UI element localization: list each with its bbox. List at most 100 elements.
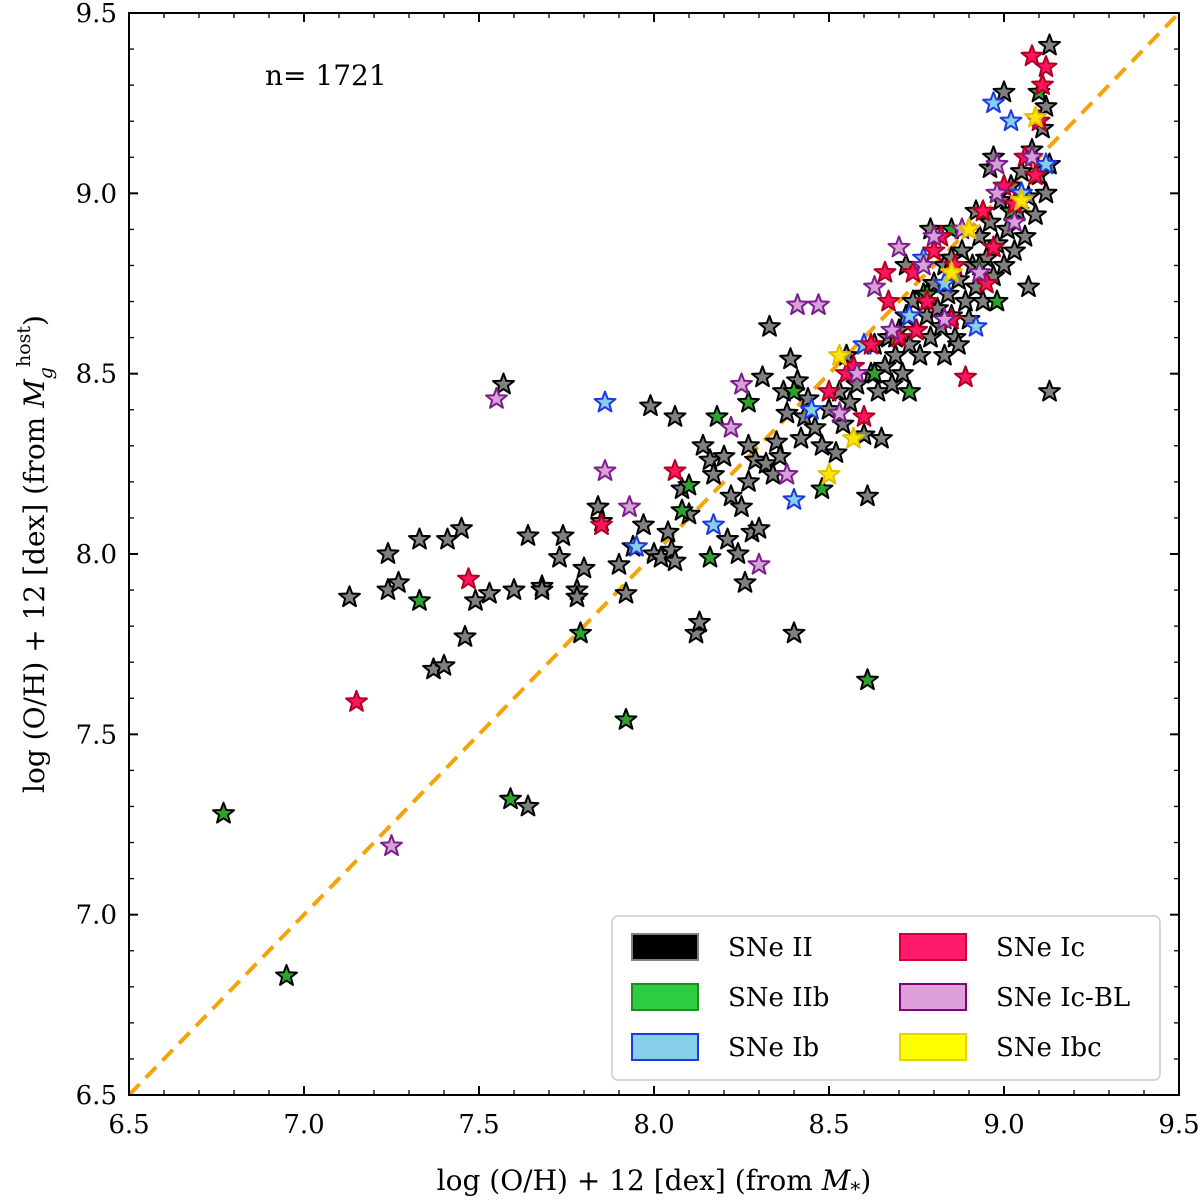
legend-label: SNe IIb	[728, 983, 829, 1013]
data-point	[453, 624, 477, 647]
data-point	[726, 542, 750, 564]
data-point	[702, 513, 725, 536]
y-tick-label: 7.0	[76, 901, 117, 931]
data-point	[691, 433, 715, 456]
data-point	[803, 415, 827, 438]
data-point	[719, 484, 743, 507]
data-point	[618, 495, 641, 518]
data-point	[1010, 159, 1033, 182]
sample-size-annotation: n= 1721	[265, 59, 387, 92]
data-point	[614, 707, 638, 730]
data-point	[499, 787, 522, 810]
data-point	[999, 109, 1023, 132]
data-point	[751, 365, 774, 388]
data-point	[744, 448, 767, 471]
data-point	[985, 289, 1009, 312]
data-point	[593, 459, 617, 481]
data-point	[688, 610, 711, 633]
data-point	[873, 260, 897, 283]
data-point	[908, 343, 932, 366]
data-point	[877, 289, 900, 312]
data-point	[933, 307, 956, 330]
data-point	[842, 426, 865, 449]
data-point	[408, 588, 431, 611]
data-point	[807, 293, 830, 316]
data-point	[786, 368, 809, 391]
data-point	[775, 462, 799, 485]
data-point	[898, 303, 921, 326]
legend-swatch	[899, 983, 967, 1011]
data-point	[747, 552, 771, 575]
data-point	[957, 217, 981, 240]
legend-swatch	[631, 1033, 699, 1061]
legend-swatch	[631, 983, 699, 1011]
data-point	[516, 794, 540, 817]
data-point	[485, 386, 508, 409]
y-tick-label: 9.0	[76, 179, 117, 209]
data-point	[856, 484, 879, 507]
x-axis-title: log (O/H) + 12 [dex] (from M*)	[437, 1164, 872, 1200]
legend-entry: SNe Ibc	[899, 1033, 1102, 1063]
legend-entry: SNe Ib	[631, 1033, 819, 1063]
data-point	[891, 361, 914, 384]
data-point	[786, 293, 809, 316]
data-point	[464, 588, 487, 611]
data-point	[607, 552, 631, 575]
data-point	[985, 152, 1009, 175]
data-point	[716, 527, 739, 550]
data-point	[719, 415, 743, 438]
data-point	[614, 581, 638, 604]
data-point	[1020, 145, 1044, 168]
data-point	[765, 430, 788, 453]
data-point	[593, 390, 617, 413]
data-point	[737, 469, 760, 492]
data-point	[992, 80, 1016, 103]
data-point	[338, 585, 361, 608]
x-tick-label: 9.0	[983, 1110, 1024, 1140]
data-point	[408, 527, 431, 550]
data-point	[982, 235, 1005, 258]
data-point	[828, 343, 851, 366]
data-point	[828, 401, 851, 424]
data-point	[551, 523, 575, 546]
y-tick-label: 6.5	[76, 1081, 117, 1111]
data-point	[856, 668, 879, 691]
x-tick-label: 8.0	[633, 1110, 674, 1140]
data-point	[852, 404, 876, 427]
data-point	[530, 578, 554, 600]
data-point	[863, 275, 886, 298]
data-point	[569, 621, 592, 644]
data-point	[940, 260, 963, 283]
data-point	[663, 459, 687, 481]
data-point	[432, 653, 456, 676]
x-tick-label: 7.5	[458, 1110, 499, 1140]
data-point	[1034, 181, 1058, 204]
data-point	[838, 390, 862, 413]
data-point	[954, 365, 977, 388]
data-point	[975, 271, 998, 294]
data-point	[212, 801, 235, 824]
data-point	[887, 235, 911, 258]
data-point	[800, 397, 823, 420]
data-point	[1034, 94, 1058, 117]
legend-entry: SNe Ic	[899, 933, 1085, 963]
data-point	[982, 91, 1005, 114]
data-point	[1038, 33, 1061, 56]
y-axis-title: log (O/H) + 12 [dex] (from Mghost)	[13, 315, 57, 793]
legend-label: SNe Ic-BL	[996, 983, 1130, 1013]
data-point	[345, 689, 368, 712]
data-point	[565, 585, 589, 608]
data-point	[376, 542, 400, 564]
legend-label: SNe Ib	[728, 1033, 819, 1063]
data-point	[968, 260, 991, 283]
x-tick-label: 8.5	[808, 1110, 849, 1140]
y-tick-label: 7.5	[76, 720, 117, 750]
data-points-layer	[212, 33, 1061, 986]
data-point	[922, 224, 946, 247]
data-point	[730, 372, 753, 395]
data-point	[502, 578, 526, 600]
data-point	[1024, 202, 1047, 225]
data-point	[1017, 275, 1040, 298]
data-point	[824, 441, 848, 463]
